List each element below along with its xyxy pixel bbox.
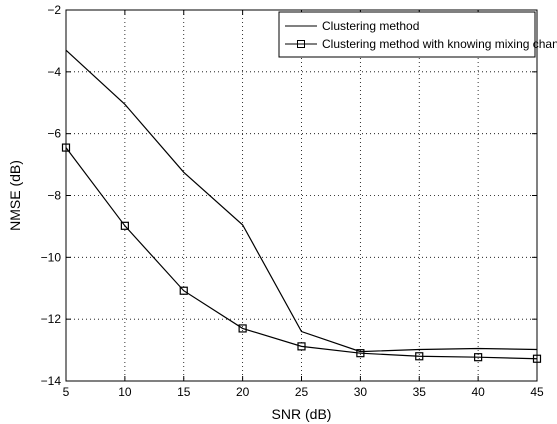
legend-marker-known-channel	[297, 40, 305, 48]
legend-label-clustering: Clustering method	[322, 19, 419, 33]
y-tick-label: −6	[47, 127, 61, 141]
x-tick-label: 30	[354, 385, 368, 399]
data-point-marker	[415, 352, 424, 361]
series-line-1	[65, 147, 538, 360]
data-point-marker	[238, 324, 247, 333]
x-tick-label: 10	[118, 385, 132, 399]
data-point-marker	[356, 349, 365, 358]
legend-label-known-channel: Clustering method with knowing mixing ch…	[322, 37, 557, 51]
x-tick-label: 25	[295, 385, 309, 399]
axes-ticks: 5 10 15 20 25 30 35 40 45 −14 −12 −10 −8 −6 −4 −2	[41, 3, 544, 399]
data-point-marker	[179, 286, 188, 295]
y-tick-label: −8	[47, 189, 61, 203]
x-tick-label: 15	[177, 385, 191, 399]
series-line-0	[65, 49, 538, 353]
x-tick-label: 40	[471, 385, 485, 399]
legend: Clustering method Clustering method with…	[278, 11, 557, 58]
data-point-marker	[120, 221, 129, 230]
y-tick-label: −4	[47, 65, 61, 79]
x-axis-label: SNR (dB)	[272, 406, 332, 422]
y-tick-label: −14	[41, 374, 62, 388]
data-point-marker	[297, 342, 306, 351]
x-tick-label: 35	[413, 385, 427, 399]
y-tick-label: −10	[41, 250, 62, 264]
x-tick-label: 45	[530, 385, 544, 399]
series-layer	[61, 49, 542, 363]
legend-box	[278, 11, 536, 58]
data-point-marker	[474, 353, 483, 362]
y-tick-label: −12	[41, 312, 62, 326]
y-axis-label: NMSE (dB)	[7, 160, 23, 231]
y-tick-label: −2	[47, 3, 61, 17]
grid	[66, 10, 537, 381]
x-tick-label: 20	[236, 385, 250, 399]
x-tick-label: 5	[63, 385, 70, 399]
